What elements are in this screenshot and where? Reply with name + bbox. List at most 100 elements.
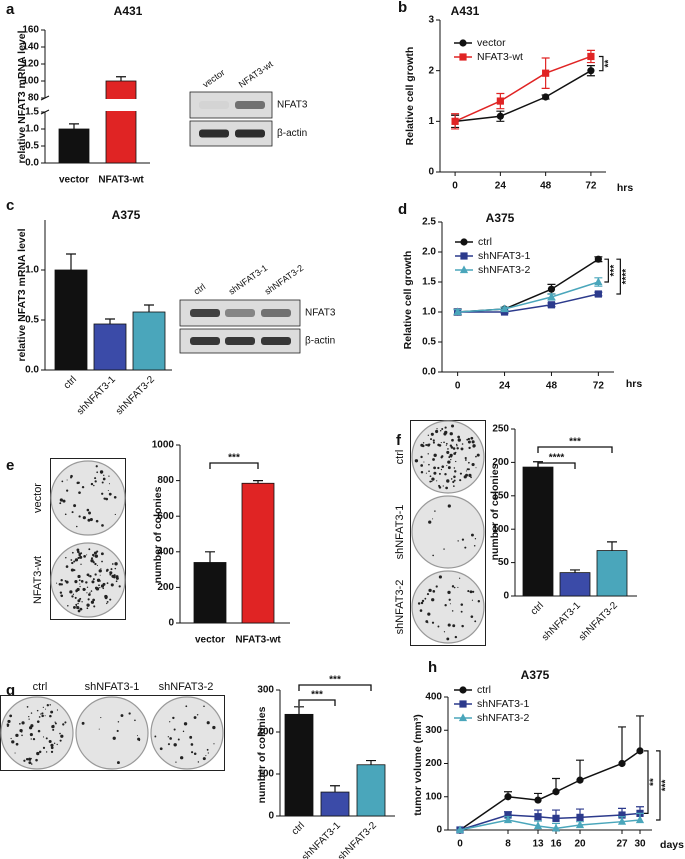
colony (19, 722, 21, 725)
colony (444, 472, 447, 476)
colony (431, 621, 435, 624)
y-tick-label: 3 (428, 15, 434, 26)
x-tick-label: ctrl (290, 820, 307, 837)
colony (90, 482, 94, 486)
marker (587, 67, 595, 75)
colony (29, 733, 33, 737)
marker (547, 301, 556, 309)
colony (38, 750, 42, 754)
error-bar (330, 785, 340, 793)
y-tick-label: 1.5 (422, 277, 436, 288)
colony (86, 508, 90, 512)
error-bar (69, 123, 79, 129)
colony (79, 583, 81, 585)
marker (459, 700, 467, 708)
significance-bracket (537, 462, 576, 469)
colony (51, 724, 55, 729)
y-tick-label: 250 (492, 424, 509, 435)
colony (86, 603, 90, 607)
colony (30, 738, 32, 740)
x-tick-label: 30 (634, 839, 646, 850)
colony (470, 436, 474, 440)
colony (101, 492, 104, 495)
colony (32, 737, 36, 741)
x-tick-label: 0 (457, 839, 463, 850)
colony (75, 589, 78, 592)
y-tick-label: 200 (257, 727, 274, 738)
colony (88, 593, 91, 596)
blot-band-label: β-actin (305, 336, 335, 347)
error-bar (618, 726, 626, 764)
y-tick-label: 140 (22, 42, 39, 53)
y-tick-label: 100 (22, 76, 39, 87)
colony (167, 743, 170, 746)
x-tick-label: 8 (505, 839, 511, 850)
error-bar (144, 304, 154, 312)
colony (423, 461, 425, 463)
colony (449, 453, 453, 458)
colony (50, 746, 54, 750)
marker (496, 112, 504, 120)
panel-letter: h (428, 659, 437, 676)
y-tick-label: 200 (157, 582, 174, 593)
colony (451, 610, 454, 612)
colony (19, 728, 23, 733)
axis-break (41, 99, 150, 111)
colony (41, 712, 44, 715)
x-tick-label: 48 (546, 381, 558, 392)
x-tick-label: NFAT3-wt (98, 175, 144, 186)
colony (45, 751, 48, 753)
colony (74, 580, 77, 583)
colony (88, 511, 91, 515)
colony (136, 735, 138, 737)
marker (552, 788, 560, 796)
x-tick-label: ctrl (62, 374, 79, 391)
plate (411, 495, 485, 569)
y-tick-label: 0.0 (25, 365, 39, 376)
x-tick-label: 0 (452, 181, 458, 192)
colony (75, 605, 77, 607)
colony (190, 751, 194, 754)
colony (77, 602, 79, 605)
colony (436, 480, 438, 482)
colony (36, 751, 40, 756)
colony (447, 623, 451, 627)
colony (453, 586, 456, 589)
colony (86, 607, 89, 610)
y-tick-label: 80 (28, 93, 40, 104)
colony (448, 598, 451, 601)
colony (441, 465, 445, 468)
marker (459, 53, 467, 61)
colony (421, 444, 425, 448)
colony (419, 609, 423, 612)
plate (50, 460, 126, 536)
significance-label: *** (609, 265, 620, 277)
y-axis-label: Relative cell growth (402, 251, 414, 350)
y-axis-label: tumor volume (mm³) (412, 714, 424, 816)
colony (447, 590, 451, 595)
colony (437, 625, 440, 628)
colony (94, 480, 97, 483)
marker (547, 292, 556, 301)
colony (428, 520, 432, 524)
colony (64, 721, 67, 724)
colony (425, 620, 429, 623)
colony (107, 490, 109, 492)
colony (42, 736, 45, 738)
colony (44, 708, 47, 710)
colony (120, 714, 124, 717)
colony (78, 491, 81, 495)
colony (185, 705, 188, 708)
colony (96, 564, 98, 567)
colony (100, 568, 102, 570)
colony (93, 556, 95, 558)
colony (432, 518, 434, 520)
marker (455, 825, 465, 834)
y-tick-label: 0 (168, 618, 174, 629)
y-tick-label: 0.5 (25, 315, 39, 326)
colony (21, 721, 25, 725)
y-tick-label: 0 (503, 591, 509, 602)
colony (115, 580, 118, 583)
colony (79, 555, 83, 559)
